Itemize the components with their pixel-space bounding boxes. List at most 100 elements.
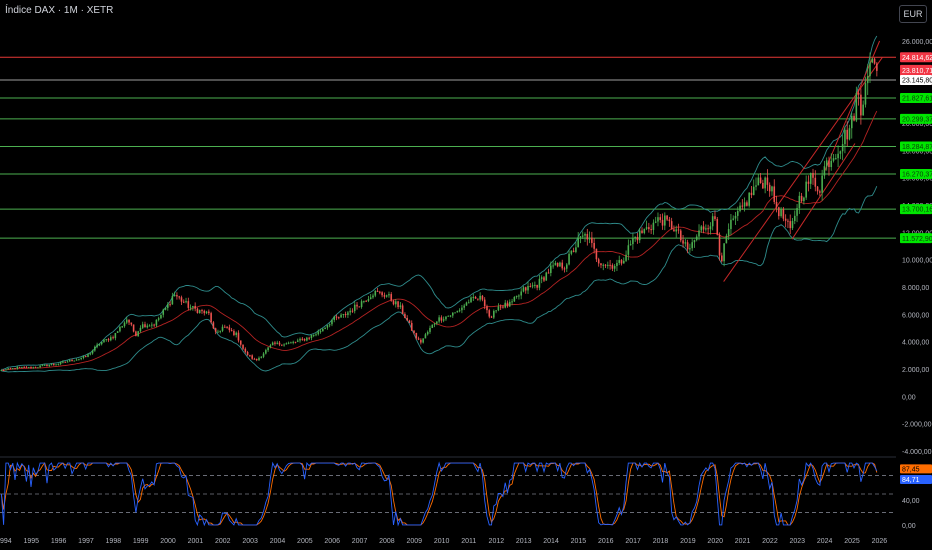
candle-body — [21, 366, 23, 368]
candle-body — [718, 234, 721, 256]
oscillator-k-tag-bg — [900, 475, 932, 485]
candle-body — [648, 227, 650, 230]
candle-body — [547, 272, 550, 274]
candle-body — [249, 355, 251, 357]
time-tick-label: 2016 — [598, 538, 614, 545]
candle-body — [119, 326, 121, 332]
candle-body — [508, 301, 511, 307]
candle-body — [89, 353, 92, 355]
candle-body — [607, 264, 609, 266]
candle-body — [208, 311, 210, 314]
candle-body — [91, 350, 94, 354]
candle-body — [11, 368, 14, 370]
candle-body — [326, 325, 329, 328]
candle-body — [741, 205, 744, 207]
candle-body — [677, 229, 680, 231]
time-tick-label: 2017 — [625, 538, 641, 545]
candle-body — [139, 327, 142, 332]
level-price-tag-bg — [900, 233, 932, 244]
candle-body — [244, 348, 247, 353]
candle-body — [146, 325, 149, 328]
candle-body — [451, 312, 454, 316]
price-tick-label: -4.000,00 — [902, 449, 932, 456]
candle-body — [707, 228, 709, 230]
candle-body — [470, 297, 472, 303]
chart-title: Índice DAX · 1M · XETR — [5, 5, 114, 16]
candle-body — [360, 301, 363, 307]
candle-body — [381, 292, 383, 296]
candle-body — [376, 290, 379, 292]
candle-body — [791, 220, 794, 229]
candle-body — [467, 302, 470, 304]
candle-body — [757, 177, 760, 186]
candle-body — [778, 207, 780, 217]
time-tick-label: 2023 — [790, 538, 806, 545]
candle-body — [814, 177, 817, 187]
bollinger-lower-line — [1, 186, 878, 373]
candle-body — [328, 324, 331, 326]
candle-body — [632, 238, 634, 245]
candle-body — [641, 230, 643, 233]
candle-body — [846, 129, 849, 140]
candle-body — [78, 358, 80, 360]
candle-body — [666, 215, 668, 220]
currency-button[interactable]: EUR — [899, 5, 927, 23]
candle-body — [732, 218, 735, 220]
candle-body — [182, 301, 185, 303]
candle-body — [253, 358, 256, 360]
candle-body — [522, 287, 525, 292]
candle-body — [385, 295, 388, 297]
candle-body — [155, 319, 158, 326]
candle-body — [543, 277, 545, 281]
time-tick-label: 2006 — [324, 538, 340, 545]
candle-body — [424, 334, 427, 339]
candle-body — [721, 255, 723, 262]
time-tick-label: 2018 — [653, 538, 669, 545]
candle-body — [550, 265, 552, 274]
candle-body — [506, 302, 509, 307]
candle-body — [310, 334, 313, 339]
candle-body — [23, 366, 25, 368]
last-price-label: 23.810,71 — [902, 68, 932, 75]
candle-body — [157, 318, 160, 320]
time-tick-label: 2009 — [406, 538, 422, 545]
candle-body — [766, 177, 769, 185]
candle-body — [169, 304, 171, 306]
candle-body — [456, 310, 459, 313]
level-price-tag-bg — [900, 113, 932, 124]
candle-body — [805, 181, 807, 198]
candle-body — [340, 314, 342, 318]
price-tick-label: 4.000,00 — [902, 340, 929, 347]
candle-body — [670, 221, 673, 230]
candle-body — [832, 158, 835, 161]
candle-body — [782, 208, 785, 219]
candle-body — [705, 228, 707, 230]
candle-body — [675, 229, 678, 232]
candle-body — [793, 215, 796, 221]
candle-body — [447, 315, 450, 317]
level-price-tag: 13.700,16 — [902, 207, 932, 214]
candle-body — [862, 104, 864, 116]
candle-body — [807, 181, 810, 184]
candle-body — [306, 337, 308, 341]
candle-body — [816, 186, 819, 192]
candle-body — [609, 264, 611, 266]
candle-body — [41, 365, 44, 367]
candle-body — [556, 262, 559, 267]
candle-body — [472, 296, 475, 298]
candle-body — [105, 339, 108, 341]
candle-body — [559, 262, 561, 267]
candle-body — [524, 287, 527, 291]
candle-body — [201, 310, 203, 312]
candle-body — [750, 192, 753, 196]
candle-body — [602, 264, 605, 266]
candle-body — [128, 319, 130, 323]
candle-body — [622, 260, 625, 264]
candle-body — [353, 304, 356, 312]
candle-body — [490, 316, 493, 318]
candle-body — [347, 312, 349, 316]
previous-price-tag-bg — [900, 75, 932, 86]
candle-body — [349, 310, 351, 313]
